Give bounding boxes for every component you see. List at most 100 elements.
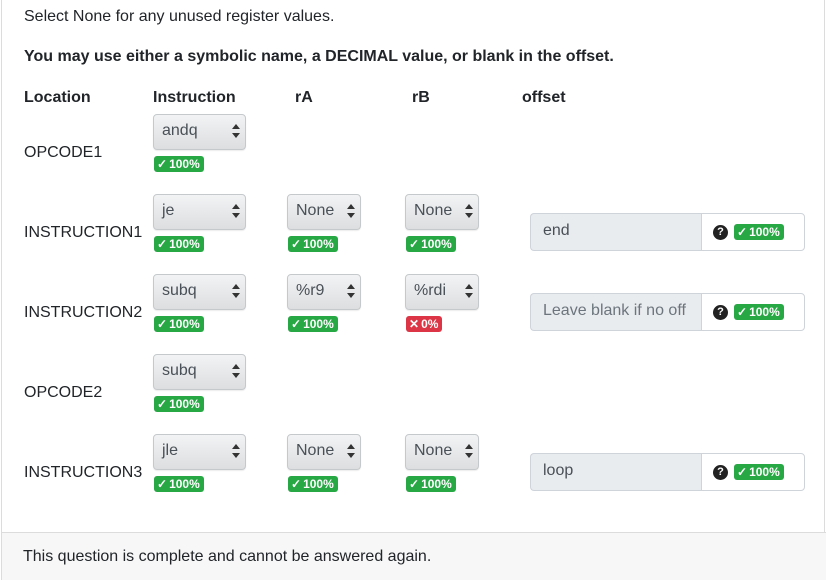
header-instruction: Instruction bbox=[153, 89, 236, 106]
question-circle-icon[interactable]: ? bbox=[713, 305, 728, 320]
select-arrows-icon bbox=[465, 204, 473, 220]
score-value: 100% bbox=[421, 477, 452, 491]
x-icon: ✕ bbox=[409, 317, 420, 331]
score-badge: ✓ 100% bbox=[154, 396, 204, 412]
input-value: end bbox=[543, 222, 570, 239]
question-circle-icon[interactable]: ? bbox=[713, 225, 728, 240]
score-value: 100% bbox=[749, 465, 780, 479]
row-label-instruction3: INSTRUCTION3 bbox=[24, 464, 143, 481]
header-rb: rB bbox=[412, 89, 430, 106]
instruction-select-opcode1[interactable]: andq bbox=[153, 114, 246, 150]
score-badge: ✓ 100% bbox=[734, 464, 784, 480]
score-value: 100% bbox=[303, 317, 334, 331]
score-value: 100% bbox=[303, 237, 334, 251]
select-arrows-icon bbox=[232, 124, 240, 140]
select-value: jle bbox=[162, 442, 179, 459]
score-value: 100% bbox=[749, 225, 780, 239]
header-offset: offset bbox=[522, 89, 566, 106]
check-icon: ✓ bbox=[157, 157, 168, 171]
rb-select-instruction3[interactable]: None bbox=[405, 434, 479, 470]
score-badge: ✓ 100% bbox=[288, 316, 338, 332]
score-value: 100% bbox=[169, 317, 200, 331]
score-badge: ✓ 100% bbox=[288, 476, 338, 492]
score-value: 100% bbox=[169, 477, 200, 491]
select-arrows-icon bbox=[347, 284, 355, 300]
select-value: None bbox=[296, 442, 335, 459]
offset-input-instruction1[interactable]: end bbox=[530, 213, 701, 251]
select-value: subq bbox=[162, 362, 197, 379]
score-value: 100% bbox=[303, 477, 334, 491]
select-value: je bbox=[162, 202, 175, 219]
score-badge: ✓ 100% bbox=[154, 156, 204, 172]
select-value: %rdi bbox=[414, 282, 447, 299]
offset-feedback-addon: ? ✓ 100% bbox=[701, 293, 805, 331]
offset-input-instruction2[interactable]: Leave blank if no off bbox=[530, 293, 701, 331]
score-badge: ✓ 100% bbox=[406, 476, 456, 492]
check-icon: ✓ bbox=[157, 237, 168, 251]
select-value: None bbox=[414, 202, 453, 219]
header-location: Location bbox=[24, 89, 91, 106]
instruction-select-opcode2[interactable]: subq bbox=[153, 354, 246, 390]
offset-input-instruction3[interactable]: loop bbox=[530, 453, 701, 491]
check-icon: ✓ bbox=[291, 237, 302, 251]
check-icon: ✓ bbox=[157, 397, 168, 411]
score-badge: ✓ 100% bbox=[154, 476, 204, 492]
select-arrows-icon bbox=[232, 444, 240, 460]
select-value: andq bbox=[162, 122, 198, 139]
instruction-select-instruction3[interactable]: jle bbox=[153, 434, 246, 470]
score-badge: ✓ 100% bbox=[154, 316, 204, 332]
select-arrows-icon bbox=[465, 444, 473, 460]
score-value: 100% bbox=[169, 237, 200, 251]
select-arrows-icon bbox=[347, 444, 355, 460]
ra-select-instruction2[interactable]: %r9 bbox=[287, 274, 361, 310]
score-value: 100% bbox=[421, 237, 452, 251]
row-label-instruction2: INSTRUCTION2 bbox=[24, 304, 143, 321]
select-value: None bbox=[414, 442, 453, 459]
row-label-opcode2: OPCODE2 bbox=[24, 384, 103, 401]
score-value: 100% bbox=[169, 157, 200, 171]
select-arrows-icon bbox=[232, 284, 240, 300]
ra-select-instruction3[interactable]: None bbox=[287, 434, 361, 470]
instruction-select-instruction1[interactable]: je bbox=[153, 194, 246, 230]
card-footer: This question is complete and cannot be … bbox=[2, 532, 826, 580]
select-value: %r9 bbox=[296, 282, 325, 299]
select-arrows-icon bbox=[465, 284, 473, 300]
input-placeholder: Leave blank if no off bbox=[543, 302, 686, 319]
check-icon: ✓ bbox=[291, 477, 302, 491]
rb-select-instruction1[interactable]: None bbox=[405, 194, 479, 230]
select-arrows-icon bbox=[232, 204, 240, 220]
ra-select-instruction1[interactable]: None bbox=[287, 194, 361, 230]
completion-message: This question is complete and cannot be … bbox=[23, 548, 432, 565]
check-icon: ✓ bbox=[737, 305, 748, 319]
offset-feedback-addon: ? ✓ 100% bbox=[701, 213, 805, 251]
select-value: subq bbox=[162, 282, 197, 299]
check-icon: ✓ bbox=[291, 317, 302, 331]
rb-select-instruction2[interactable]: %rdi bbox=[405, 274, 479, 310]
instruction-select-instruction2[interactable]: subq bbox=[153, 274, 246, 310]
score-value: 100% bbox=[169, 397, 200, 411]
score-value: 100% bbox=[749, 305, 780, 319]
header-ra: rA bbox=[295, 89, 313, 106]
check-icon: ✓ bbox=[737, 225, 748, 239]
check-icon: ✓ bbox=[737, 465, 748, 479]
score-badge: ✓ 100% bbox=[734, 224, 784, 240]
check-icon: ✓ bbox=[157, 317, 168, 331]
check-icon: ✓ bbox=[409, 237, 420, 251]
score-badge: ✓ 100% bbox=[406, 236, 456, 252]
question-circle-icon[interactable]: ? bbox=[713, 465, 728, 480]
score-badge: ✕ 0% bbox=[406, 316, 443, 332]
score-badge: ✓ 100% bbox=[154, 236, 204, 252]
check-icon: ✓ bbox=[157, 477, 168, 491]
input-value: loop bbox=[543, 462, 574, 479]
score-badge: ✓ 100% bbox=[288, 236, 338, 252]
offset-rule-text: You may use either a symbolic name, a DE… bbox=[24, 48, 614, 65]
score-badge: ✓ 100% bbox=[734, 304, 784, 320]
row-label-opcode1: OPCODE1 bbox=[24, 144, 103, 161]
select-value: None bbox=[296, 202, 335, 219]
select-arrows-icon bbox=[347, 204, 355, 220]
row-label-instruction1: INSTRUCTION1 bbox=[24, 224, 143, 241]
check-icon: ✓ bbox=[409, 477, 420, 491]
offset-feedback-addon: ? ✓ 100% bbox=[701, 453, 805, 491]
intro-text: Select None for any unused register valu… bbox=[24, 8, 335, 25]
